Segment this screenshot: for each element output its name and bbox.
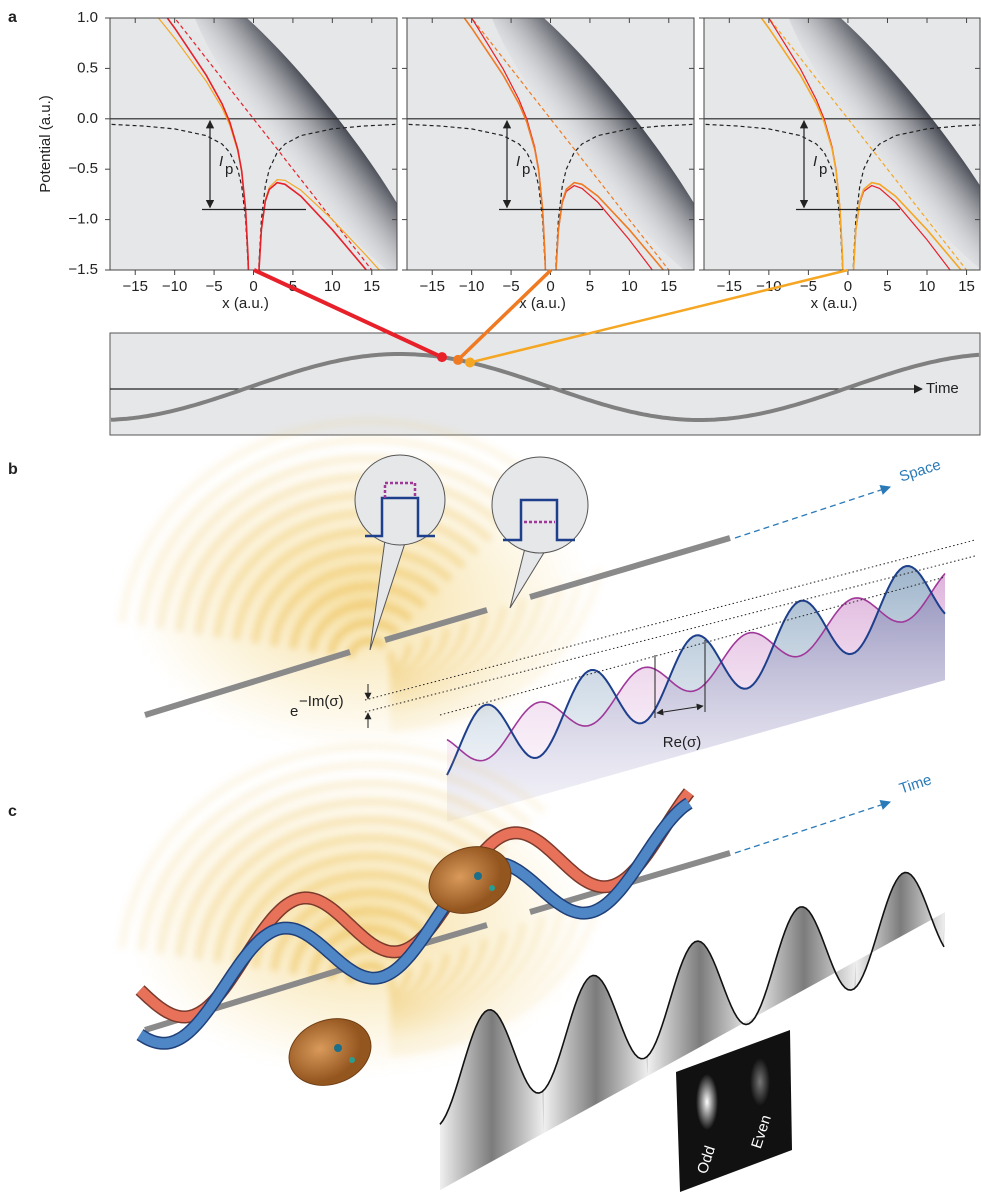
nucleus (349, 1057, 355, 1063)
x-tick-label: 15 (958, 278, 975, 295)
phase-marker (465, 357, 475, 367)
x-tick-label: −15 (420, 278, 445, 295)
figure: a b c Ip −15 −10 −5 0 5 10 15 −1.5 −1.0 −0.5 0.0 0.5… (0, 0, 981, 1196)
ip-subscript: p (225, 161, 233, 178)
decay-base: e (290, 703, 298, 720)
x-tick-label: 0 (844, 278, 852, 295)
panel-label: b (8, 461, 18, 478)
x-tick-label: 15 (660, 278, 677, 295)
y-tick-label: 0.0 (77, 110, 98, 127)
x-tick-label: 15 (363, 278, 380, 295)
ip-label: I (219, 153, 223, 170)
x-tick-label: −15 (717, 278, 742, 295)
x-tick-label: 5 (586, 278, 594, 295)
x-tick-label: −5 (206, 278, 223, 295)
panel-b: Space e−Im(σ) Re(σ) (122, 422, 975, 822)
decay-exponent: −Im(σ) (299, 693, 344, 710)
space-label: Space (897, 456, 943, 485)
ip-label: I (516, 153, 520, 170)
y-tick-label: 0.5 (77, 59, 98, 76)
nucleus (489, 885, 495, 891)
ip-label: I (813, 153, 817, 170)
y-axis-label: Potential (a.u.) (37, 95, 54, 193)
bubble (492, 457, 588, 553)
panel-label: c (8, 803, 17, 820)
x-tick-label: 10 (919, 278, 936, 295)
period-label: Re(σ) (663, 734, 701, 751)
y-tick-label: −1.5 (68, 261, 98, 278)
detector-screen (676, 1030, 792, 1192)
y-tick-label: −1.0 (68, 211, 98, 228)
x-axis-label: x (a.u.) (222, 295, 269, 312)
panel-label: a (8, 9, 17, 26)
x-tick-label: 0 (546, 278, 554, 295)
x-axis-label: x (a.u.) (519, 295, 566, 312)
bubble (355, 455, 445, 545)
harmonic-shade (752, 907, 856, 1022)
nucleus (334, 1044, 342, 1052)
x-tick-label: −10 (459, 278, 484, 295)
timeline-panel: Time (110, 333, 980, 435)
even-spot (750, 1058, 770, 1106)
nucleus (474, 872, 482, 880)
axis-arrow (735, 487, 890, 538)
x-tick-label: 10 (621, 278, 638, 295)
odd-spot (696, 1074, 718, 1130)
time-label: Time (897, 771, 933, 797)
ip-subscript: p (522, 161, 530, 178)
phase-marker (437, 352, 447, 362)
panel-a: Ip −15 −10 −5 0 5 10 15 −1.5 −1.0 −0.5 0.0 0.5 1.0 x (… (37, 0, 981, 326)
y-tick-label: 1.0 (77, 9, 98, 26)
x-tick-label: 5 (883, 278, 891, 295)
x-tick-label: −5 (503, 278, 520, 295)
phase-marker (453, 355, 463, 365)
x-tick-label: 10 (324, 278, 341, 295)
y-tick-label: −0.5 (68, 160, 98, 177)
axis-arrow (735, 802, 890, 853)
x-axis-label: x (a.u.) (811, 295, 858, 312)
x-tick-label: −15 (123, 278, 148, 295)
ip-subscript: p (819, 161, 827, 178)
harmonic-shade (856, 873, 945, 988)
ripple (390, 652, 392, 666)
time-axis-label: Time (926, 380, 959, 397)
x-tick-label: 0 (249, 278, 257, 295)
x-tick-label: −10 (162, 278, 187, 295)
